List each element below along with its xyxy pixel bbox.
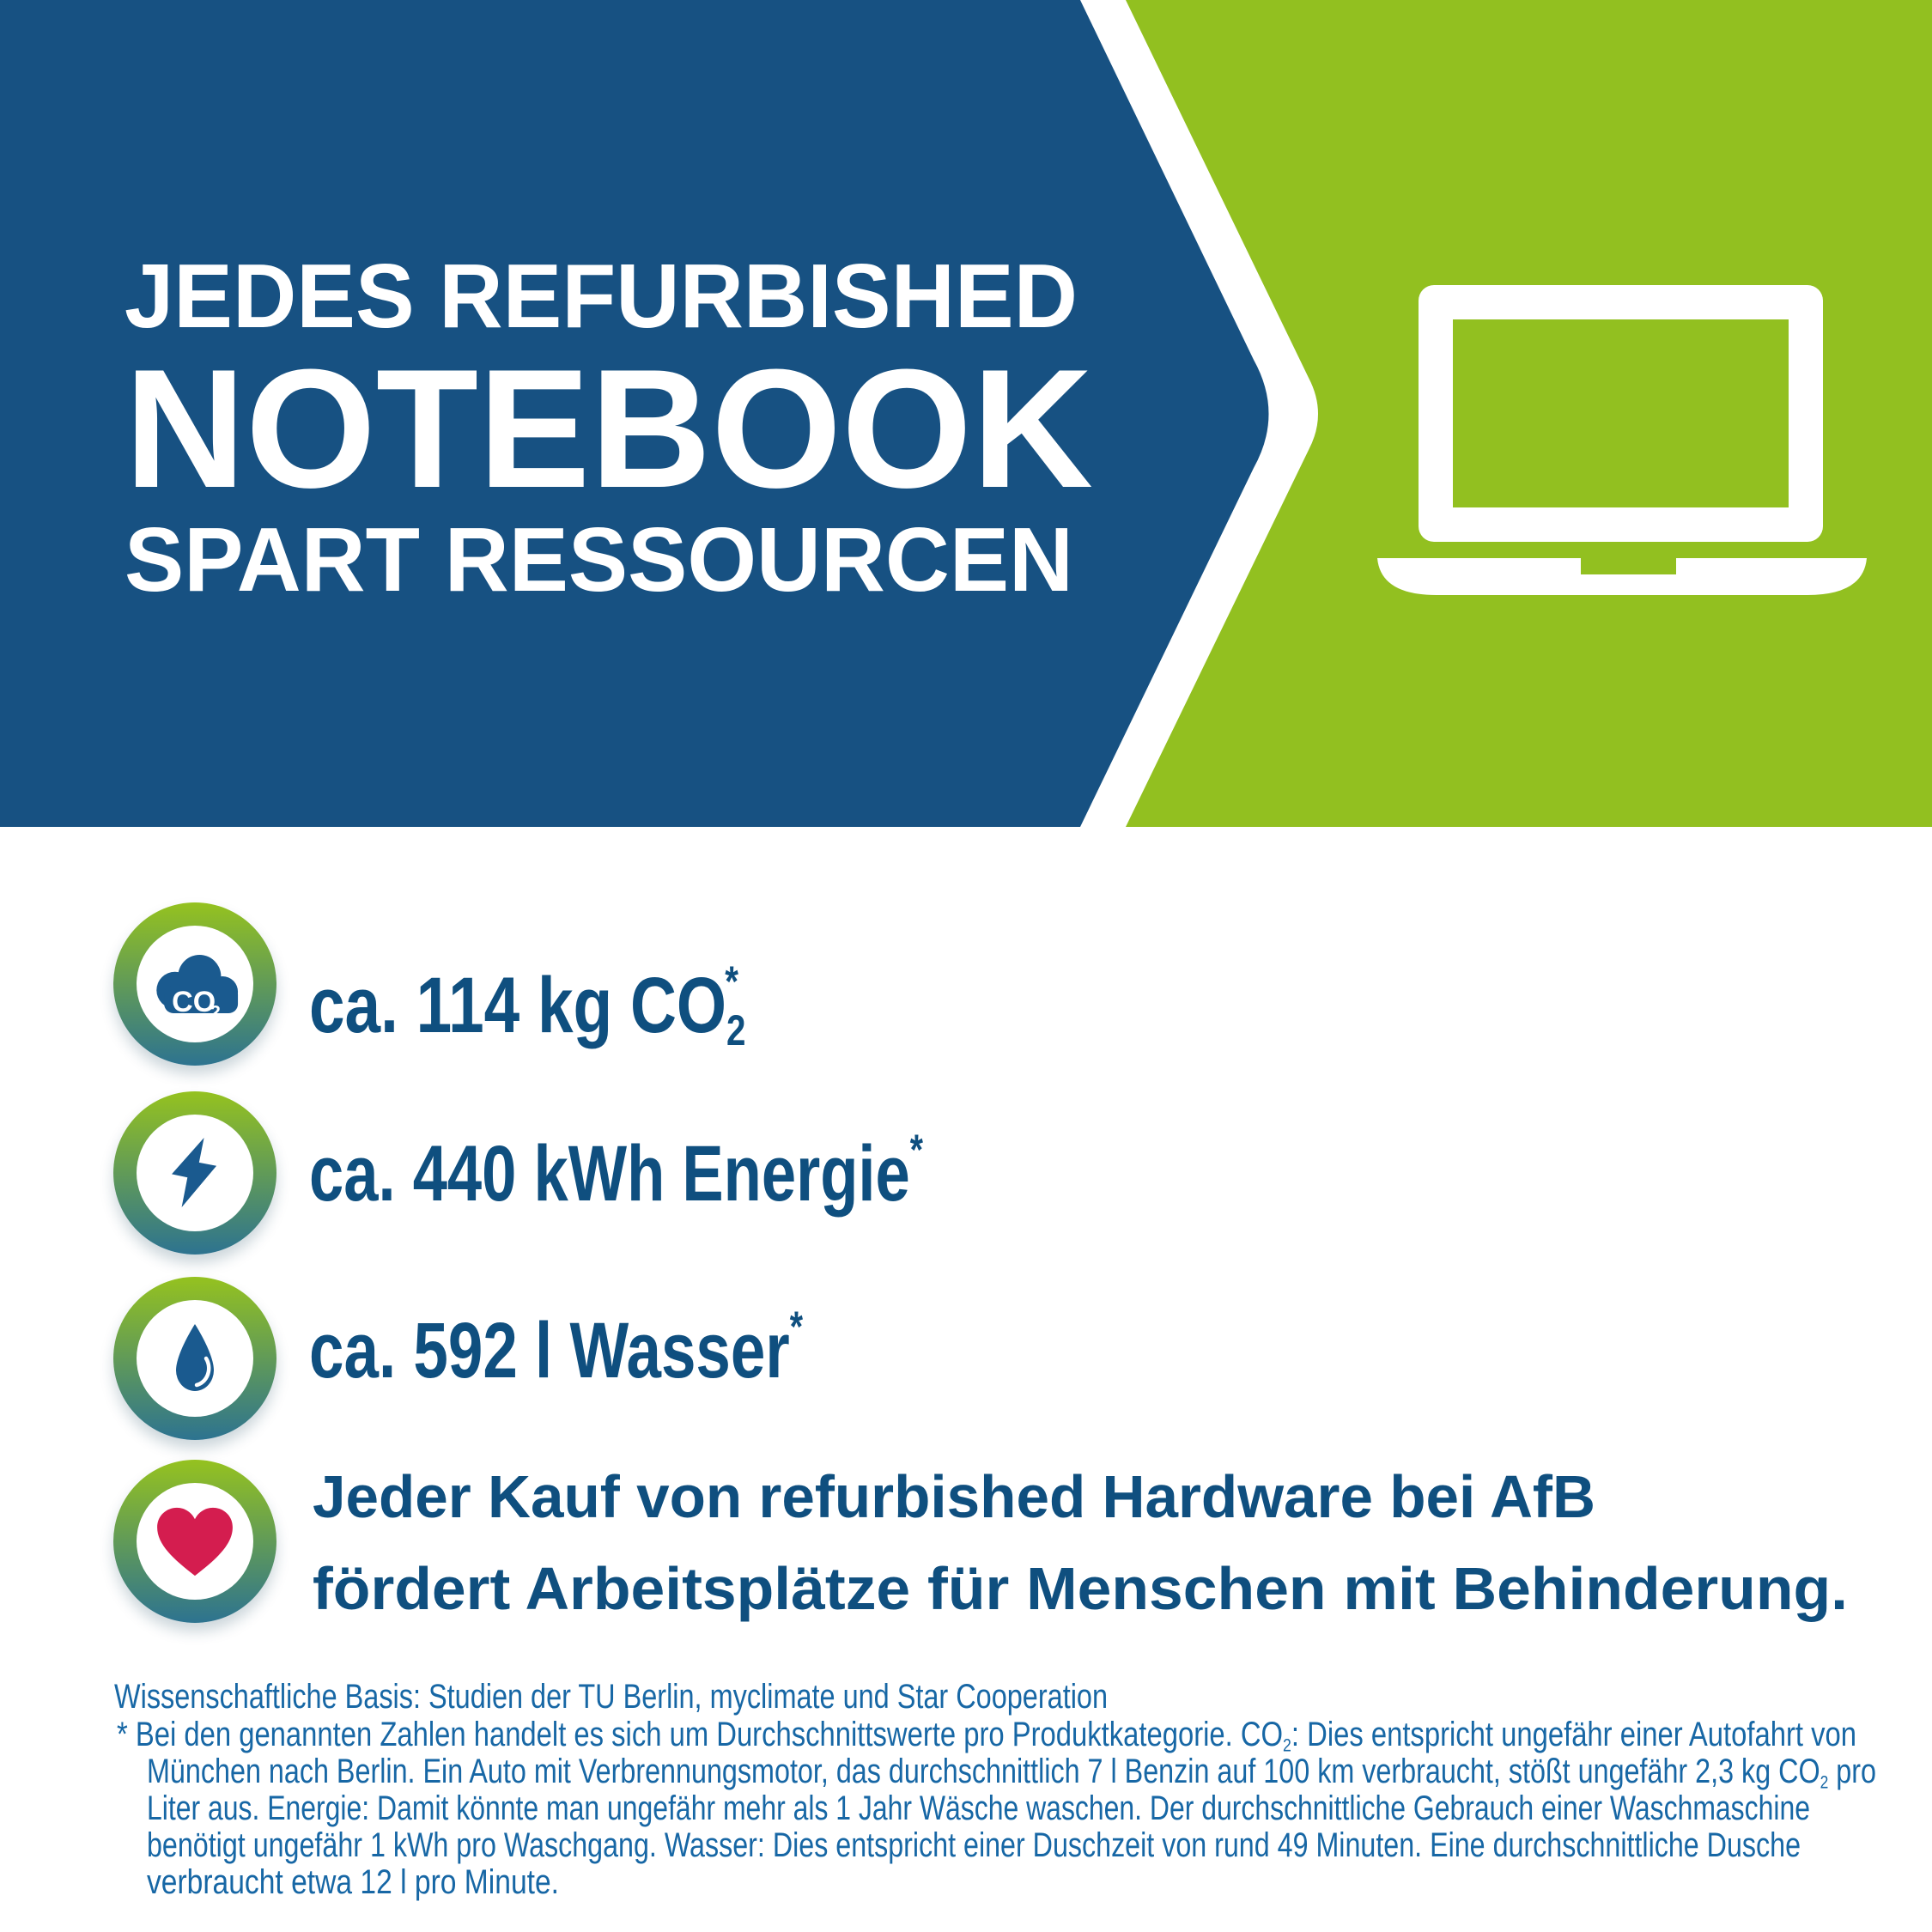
heart-icon [157,1507,233,1577]
stat-co2-value-text: ca. 114 kg CO2* [309,957,746,1055]
stat-co2-value: ca. 114 kg CO2* [309,957,838,1055]
scientific-basis-text: Wissenschaftliche Basis: Studien der TU … [114,1678,1108,1716]
impact-line-1-text: Jeder Kauf von refurbished Hardware bei … [313,1463,1595,1530]
banner [0,0,1932,827]
co2-cloud-label-sub: 2 [210,1001,221,1021]
energy-ring-badge [113,1091,276,1255]
co2-ring-badge: CO 2 [113,902,276,1066]
heart-ring-badge [113,1460,276,1623]
impact-line-2: fördert Arbeitsplätze für Menschen mit B… [313,1558,1848,1619]
footnote-line-4: benötigt ungefähr 1 kWh pro Waschgang. W… [147,1828,1932,1862]
stat-energy-value: ca. 440 kWh Energie* [309,1126,1090,1218]
footnote-line-3-text: Liter aus. Energie: Damit könnte man ung… [147,1789,1810,1827]
scientific-basis-line: Wissenschaftliche Basis: Studien der TU … [114,1680,1340,1714]
stat-energy-value-text: ca. 440 kWh Energie* [309,1126,923,1218]
headline-line-1-text: JEDES REFURBISHED [125,246,1078,347]
footnote-line-3: Liter aus. Energie: Damit könnte man ung… [147,1791,1932,1826]
headline-line-1: JEDES REFURBISHED [125,251,1106,342]
footnote-line-5-text: verbraucht etwa 12 l pro Minute. [147,1863,559,1901]
footnote-line-2-text: München nach Berlin. Ein Auto mit Verbre… [147,1753,1876,1793]
footnote-line-1: * Bei den genannten Zahlen handelt es si… [117,1717,1932,1754]
footnote-line-2: München nach Berlin. Ein Auto mit Verbre… [147,1754,1932,1791]
co2-cloud-icon: CO 2 [156,955,239,1021]
footnote-line-5: verbraucht etwa 12 l pro Minute. [147,1865,637,1899]
banner-arrow-shape [0,0,1269,827]
energy-bolt-icon [172,1138,217,1207]
headline-line-2-text: NOTEBOOK [125,334,1093,523]
stat-water-value: ca. 592 l Wasser* [309,1303,933,1395]
headline-line-2: NOTEBOOK [125,344,1102,513]
footnote-line-4-text: benötigt ungefähr 1 kWh pro Waschgang. W… [147,1826,1801,1864]
water-drop-icon [176,1324,214,1391]
headline-line-3: SPART RESSOURCEN [125,514,1094,605]
impact-line-1: Jeder Kauf von refurbished Hardware bei … [313,1467,1610,1527]
impact-line-2-text: fördert Arbeitsplätze für Menschen mit B… [313,1555,1848,1622]
stat-water-value-text: ca. 592 l Wasser* [309,1303,803,1395]
footnote-line-1-text: * Bei den genannten Zahlen handelt es si… [117,1716,1856,1756]
water-ring-badge [113,1277,276,1440]
headline-line-3-text: SPART RESSOURCEN [125,509,1073,611]
co2-cloud-label: CO [172,986,216,1018]
laptop-icon [1377,285,1867,595]
